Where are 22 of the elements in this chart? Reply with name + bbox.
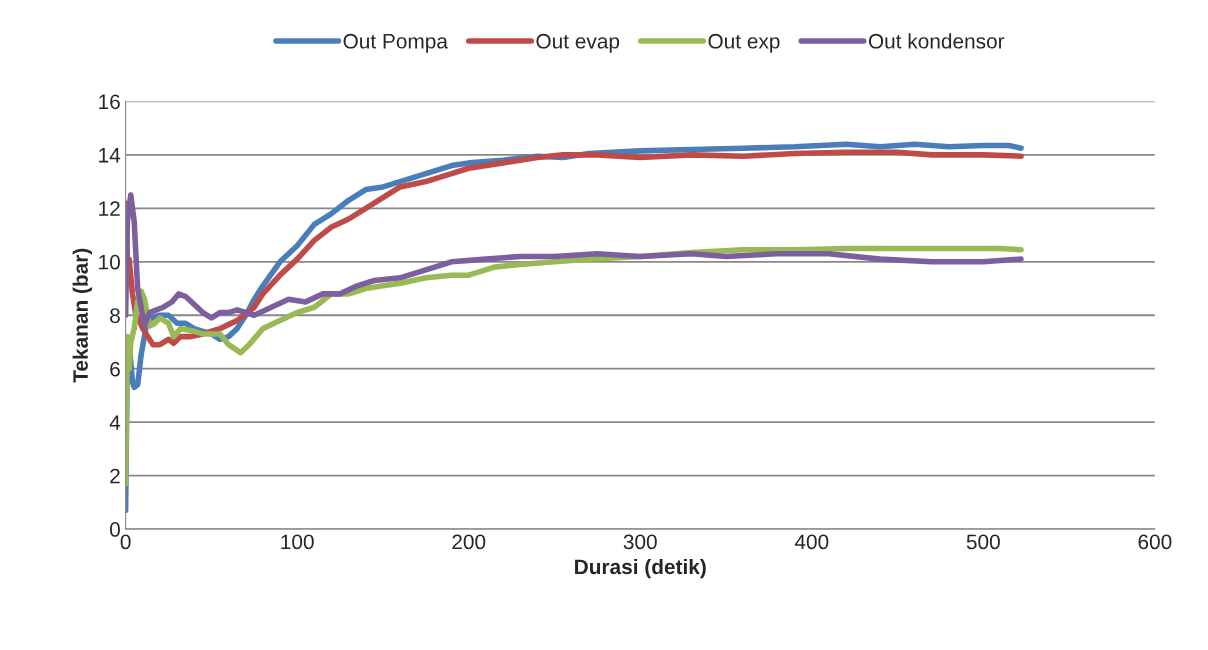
y-tick-label: 16 [99, 94, 120, 110]
y-axis-title: Tekanan (bar) [72, 248, 93, 383]
y-tick-label: 8 [110, 308, 120, 323]
y-tick-label: 14 [99, 148, 121, 163]
x-tick-label: 300 [623, 534, 657, 550]
legend-label: Out Pompa [343, 33, 448, 53]
y-tick-label: 2 [110, 468, 120, 484]
x-tick-label: 400 [794, 534, 829, 550]
x-tick-label: 500 [966, 534, 1000, 550]
legend-label: Out exp [708, 33, 780, 53]
x-tick-label: 0 [120, 534, 131, 550]
x-axis-title: Durasi (detik) [575, 558, 706, 579]
x-tick-label: 600 [1138, 534, 1172, 550]
y-tick-label: 0 [110, 522, 120, 537]
y-tick-label: 10 [99, 254, 120, 270]
y-tick-label: 6 [110, 361, 120, 377]
y-tick-label: 12 [99, 201, 120, 216]
y-tick-label: 4 [109, 415, 121, 430]
legend-label: Out evap [536, 33, 620, 53]
legend-label: Out kondensor [868, 33, 1005, 49]
x-tick-label: 200 [452, 534, 486, 550]
x-tick-label: 100 [281, 534, 314, 550]
